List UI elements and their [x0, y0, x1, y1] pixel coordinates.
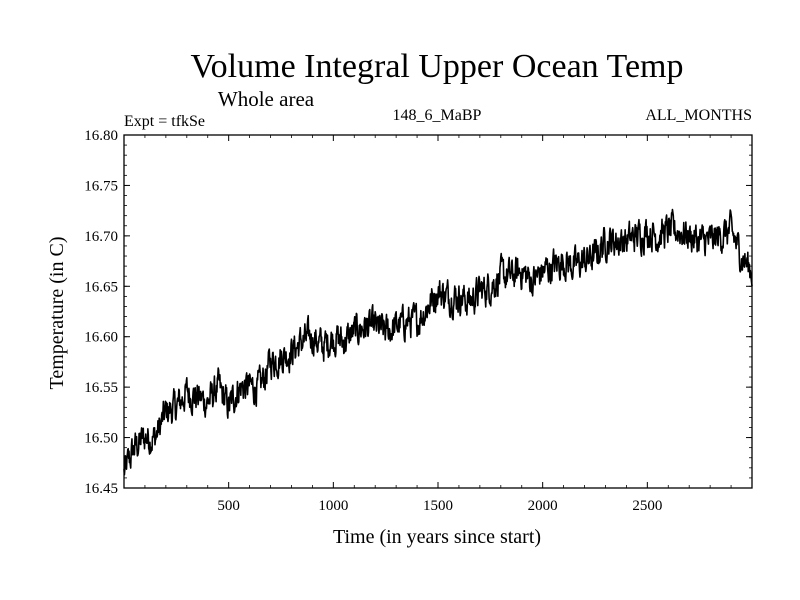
- chart-title: Volume Integral Upper Ocean Temp: [191, 48, 684, 85]
- months-annotation: ALL_MONTHS: [645, 107, 752, 124]
- x-tick-label: 2000: [528, 498, 558, 514]
- x-tick-label: 500: [217, 498, 240, 514]
- period-annotation: 148_6_MaBP: [393, 107, 482, 124]
- y-tick-label: 16.45: [84, 481, 118, 497]
- plot-area: 16.45 16.50 16.55 16.60 16.65 16.70 16.75 16.80…: [84, 128, 753, 514]
- plot-frame: [123, 134, 753, 489]
- series-line: [123, 208, 753, 476]
- y-tick-label: 16.55: [84, 380, 118, 396]
- y-tick-label: 16.50: [84, 431, 118, 447]
- x-axis-label: Time (in years since start): [333, 526, 541, 548]
- y-tick-label: 16.75: [84, 178, 118, 194]
- expt-annotation: Expt = tfkSe: [124, 113, 205, 130]
- x-tick-label: 2500: [632, 498, 662, 514]
- y-tick-label: 16.70: [84, 229, 118, 245]
- x-tick-label: 1500: [423, 498, 453, 514]
- chart-subtitle: Whole area: [218, 87, 315, 111]
- y-tick-label: 16.60: [84, 330, 118, 346]
- y-axis-label: Temperature (in C): [46, 237, 68, 390]
- y-tick-label: 16.65: [84, 279, 118, 295]
- x-tick-label: 1000: [318, 498, 348, 514]
- y-tick-label: 16.80: [84, 128, 118, 144]
